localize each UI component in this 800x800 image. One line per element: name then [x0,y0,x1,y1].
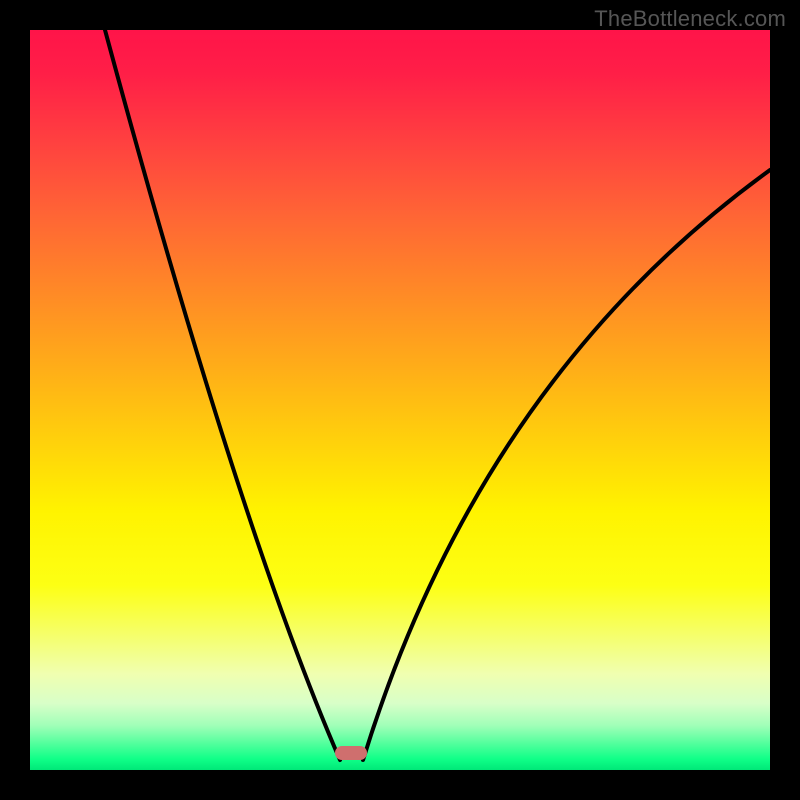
curve-right-branch [363,170,770,760]
watermark-text: TheBottleneck.com [594,6,786,32]
plot-area [30,30,770,770]
optimal-zone-marker [335,746,367,760]
bottleneck-curve-svg [30,30,770,770]
curve-left-branch [105,30,340,760]
gradient-background [30,30,770,770]
chart-container: TheBottleneck.com [0,0,800,800]
